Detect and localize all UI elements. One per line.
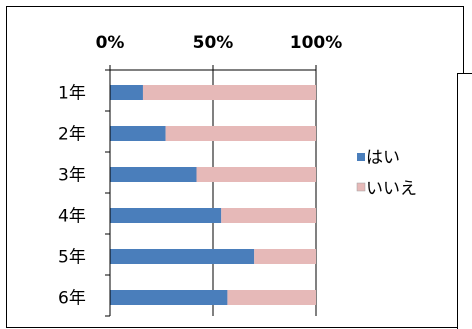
x-tick-labels: 0% 50% 100% [96, 33, 343, 53]
legend-label-hai: はい [366, 148, 400, 168]
bar-hai-2 [110, 126, 166, 141]
x-tick-label-0: 0% [96, 33, 125, 53]
legend-border [457, 73, 472, 329]
x-tick-label-50: 50% [193, 33, 234, 53]
bar-iie-2 [165, 126, 316, 141]
y-tick-label-1: 1年 [58, 84, 86, 104]
legend: はい いいえ [356, 148, 417, 199]
bar-hai-4 [110, 208, 222, 223]
y-tick-label-4: 4年 [58, 207, 86, 227]
y-tick-labels: 1年 2年 3年 4年 5年 6年 [58, 84, 86, 309]
gridlines [212, 70, 317, 316]
bar-hai-5 [110, 249, 255, 264]
bar-hai-6 [110, 290, 228, 305]
y-tick-label-6: 6年 [58, 289, 86, 309]
axes [105, 65, 317, 317]
bar-hai-3 [110, 167, 197, 182]
legend-swatch-hai [357, 153, 365, 161]
bar-iie-1 [142, 85, 316, 100]
x-tick-label-100: 100% [290, 33, 343, 53]
bar-hai-1 [110, 85, 143, 100]
bar-iie-3 [196, 167, 316, 182]
y-tick-label-3: 3年 [58, 166, 86, 186]
y-tick-label-5: 5年 [58, 248, 86, 268]
legend-swatch-iie [356, 182, 366, 192]
y-tick-label-2: 2年 [58, 125, 86, 145]
bar-iie-5 [254, 249, 316, 264]
bars [110, 85, 316, 305]
bar-iie-4 [221, 208, 316, 223]
legend-label-iie: いいえ [366, 179, 417, 199]
bar-iie-6 [227, 290, 316, 305]
